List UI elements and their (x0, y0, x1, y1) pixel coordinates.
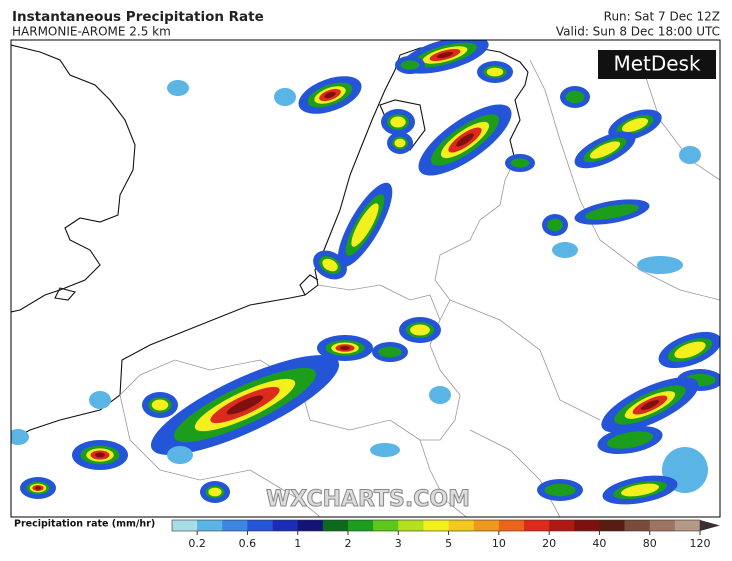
rain-cell (510, 158, 530, 168)
colorbar-segment (172, 520, 198, 531)
precipitation-field (11, 40, 720, 505)
rain-cell (390, 116, 406, 128)
rain-cell (637, 256, 683, 274)
rain-cell (606, 431, 654, 449)
rain-cell (370, 443, 400, 457)
border-be-de (420, 344, 461, 441)
colorbar-tick-label: 5 (445, 537, 452, 550)
colorbar-segment (674, 520, 701, 531)
rain-cell (324, 91, 336, 99)
rain-cell (208, 487, 222, 497)
rain-cell (640, 399, 660, 411)
rain-cell (151, 399, 169, 411)
colorbar-segment (197, 520, 223, 531)
colorbar-segment (524, 520, 550, 531)
colorbar-segment (322, 520, 349, 531)
colorbar-segment (247, 520, 273, 531)
colorbar-segment (222, 520, 248, 531)
rain-cell (167, 80, 189, 96)
rain-cell (679, 146, 701, 164)
rain-cell (351, 203, 379, 247)
map: MetDesk WXCHARTS.COM (10, 39, 721, 518)
rain-cell (11, 429, 29, 445)
border-nl-de (434, 159, 516, 321)
ems-coast (509, 71, 529, 161)
colorbar-tick-label: 40 (592, 537, 606, 550)
border-de-inner (449, 299, 601, 421)
rain-cell (394, 138, 406, 148)
rain-cell (429, 386, 451, 404)
colorbar-segment (272, 520, 299, 531)
rain-cell (400, 60, 420, 70)
rain-cell (410, 324, 430, 336)
colorbar-segment (297, 520, 324, 531)
rain-cell (436, 51, 454, 59)
border-nl-be (317, 284, 441, 346)
legend-label: Precipitation rate (mm/hr) (14, 519, 155, 530)
colorbar-tick-label: 0.6 (239, 537, 257, 550)
valid-time: Valid: Sun 8 Dec 18:00 UTC (556, 25, 720, 39)
rain-cell (544, 483, 576, 497)
rain-cell (322, 258, 338, 272)
colorbar-segment (398, 520, 424, 531)
rain-cell (274, 88, 296, 106)
colorbar-segment (549, 520, 575, 531)
colorbar-tick-label: 3 (395, 537, 402, 550)
colorbar-segment (423, 520, 449, 531)
colorbar-segment (649, 520, 676, 531)
colorbar-segment (348, 520, 374, 531)
colorbar-segment (373, 520, 399, 531)
rain-cell (378, 346, 402, 358)
title: Instantaneous Precipitation Rate (12, 9, 264, 25)
run-time: Run: Sat 7 Dec 12Z (604, 10, 720, 24)
colorbar-tick-label: 10 (492, 537, 506, 550)
colorbar: 0.2 0.6 1 2 3 5 10 20 40 80 120 (171, 519, 720, 550)
rain-cell (95, 452, 105, 458)
colorbar-segment (473, 520, 500, 531)
rain-cell (456, 133, 474, 147)
colorbar-segment (448, 520, 475, 531)
rain-cell (547, 218, 563, 232)
uk-coast (11, 44, 136, 313)
rain-cell (674, 341, 706, 359)
colorbar-segment (574, 520, 600, 531)
rain-cell (226, 395, 264, 415)
colorbar-tick-label: 20 (542, 537, 556, 550)
rain-cell (621, 118, 649, 132)
border-lux (419, 439, 467, 517)
uk-estuary (54, 287, 76, 301)
rain-cell (35, 486, 41, 490)
logo-box (598, 50, 716, 79)
colorbar-frame (171, 519, 701, 532)
rain-cell (486, 67, 504, 77)
colorbar-tick-label: 2 (345, 537, 352, 550)
colorbar-tick-label: 120 (690, 537, 711, 550)
zeeland (299, 274, 319, 296)
colorbar-segment (624, 520, 651, 531)
colorbar-tick-label: 1 (294, 537, 301, 550)
rain-cell (89, 391, 111, 409)
rain-cell (552, 242, 578, 258)
rain-cell (565, 90, 585, 104)
rain-cell (621, 483, 659, 497)
colorbar-segment (498, 520, 525, 531)
border-fr-inner (119, 394, 321, 517)
border-pl (639, 59, 720, 181)
rain-cell (167, 446, 193, 464)
colorbar-tick-label: 80 (643, 537, 657, 550)
rain-cell (589, 141, 621, 159)
colorbar-segment (599, 520, 625, 531)
rain-cell (340, 346, 350, 350)
rain-cell (585, 204, 639, 220)
map-frame (10, 39, 721, 518)
subtitle: HARMONIE-AROME 2.5 km (12, 25, 171, 39)
watermark: WXCHARTS.COM (266, 487, 470, 512)
colorbar-tick-label: 0.2 (188, 537, 206, 550)
colorbar-arrow (700, 520, 720, 531)
logo: MetDesk (613, 52, 701, 76)
